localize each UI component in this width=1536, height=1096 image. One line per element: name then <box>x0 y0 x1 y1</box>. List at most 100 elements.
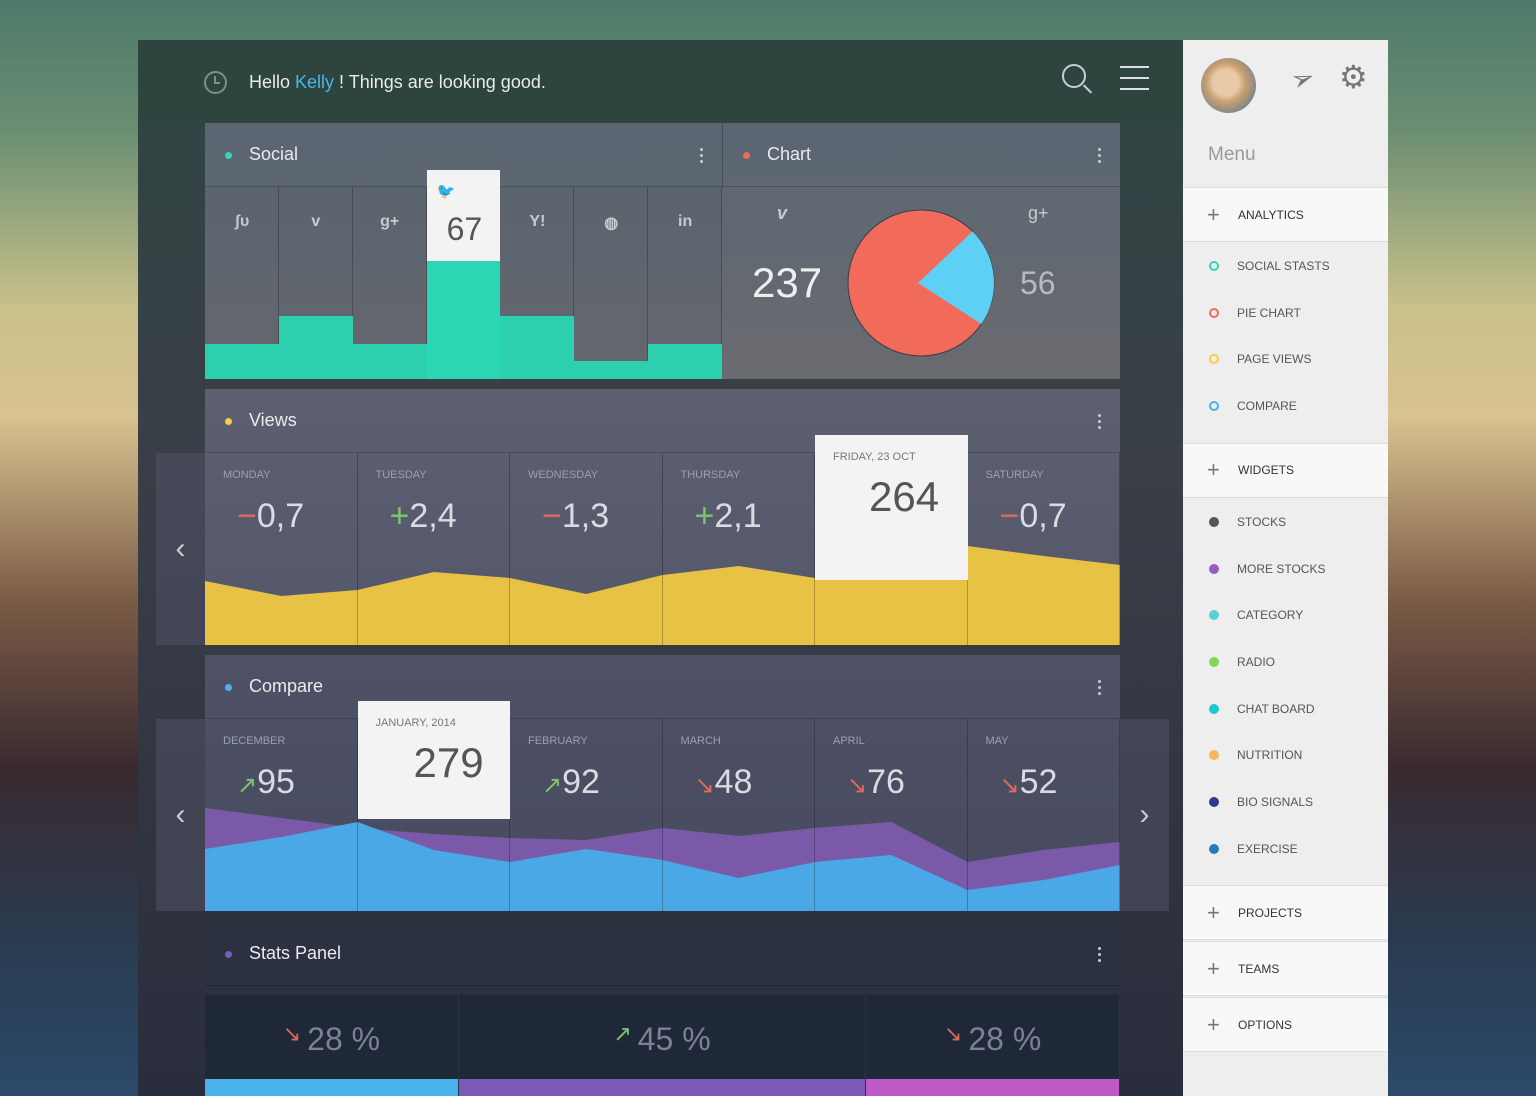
sidebar-item[interactable]: CATEGORY <box>1183 600 1388 630</box>
sidebar-item[interactable]: NUTRITION <box>1183 740 1388 770</box>
day-column[interactable]: MONDAY −0,7 <box>205 453 358 645</box>
sidebar-item[interactable]: BIO SIGNALS <box>1183 787 1388 817</box>
chart-right-value: 56 <box>1020 265 1056 301</box>
item-label: PIE CHART <box>1237 305 1301 320</box>
stat-value: 28 % <box>968 1021 1042 1057</box>
value-text: 52 <box>1019 763 1058 801</box>
day-label: FRIDAY, 23 OCT <box>833 451 916 463</box>
sidebar-section-options[interactable]: + OPTIONS <box>1183 997 1388 1053</box>
item-label: CHAT BOARD <box>1237 701 1315 716</box>
arrow-up-icon: ↗ <box>542 772 563 799</box>
social-column-twitter[interactable]: 🐦 67 <box>426 170 501 379</box>
arrow-down-icon: ↘ <box>694 772 715 799</box>
linkedin-icon: in <box>678 213 693 230</box>
day-label: MONDAY <box>223 469 271 481</box>
day-value: +2,1 <box>695 497 762 536</box>
item-label: PAGE VIEWS <box>1237 352 1312 367</box>
more-options-icon[interactable] <box>1098 411 1102 432</box>
plus-icon: + <box>1207 899 1220 925</box>
views-prev-arrow[interactable]: ‹ <box>156 453 205 645</box>
item-label: BIO SIGNALS <box>1237 795 1314 809</box>
sidebar-section-widgets[interactable]: + WIDGETS <box>1183 442 1388 498</box>
month-label: MAY <box>985 735 1009 747</box>
twitter-icon: 🐦 <box>436 183 456 200</box>
social-column-dribbble[interactable]: ◍ <box>574 187 649 379</box>
day-column[interactable]: TUESDAY +2,4 <box>358 453 510 645</box>
more-options-icon[interactable] <box>1098 677 1102 698</box>
bullet-icon <box>1209 261 1219 271</box>
sidebar-item[interactable]: EXERCISE <box>1183 834 1388 864</box>
value-text: 264 <box>869 473 940 520</box>
month-label: APRIL <box>833 735 865 747</box>
day-column[interactable]: WEDNESDAY −1,3 <box>510 453 663 645</box>
pie-slice-secondary[interactable] <box>918 231 994 324</box>
month-column[interactable]: JANUARY, 2014 279 <box>357 701 510 911</box>
blue-area <box>205 822 1120 911</box>
chart-left-value: 237 <box>752 259 823 306</box>
arrow-down-icon: ↘ <box>943 1021 963 1046</box>
month-column[interactable]: MAY ↘52 <box>968 719 1120 911</box>
sidebar-section-projects[interactable]: + PROJECTS <box>1183 885 1388 941</box>
stats-panel: Stats Panel <box>205 922 1120 986</box>
send-icon[interactable]: ➢ <box>1286 59 1320 98</box>
google-plus-icon: g+ <box>1028 203 1049 223</box>
arrow-up-icon: ↗ <box>237 772 258 799</box>
item-label: MORE STOCKS <box>1237 561 1326 576</box>
panel-title: Views <box>249 410 297 430</box>
day-column[interactable]: SATURDAY −0,7 <box>968 453 1120 645</box>
stats-body: ↘ 28 % ↗ 45 % ↘ 28 % <box>205 995 1120 1096</box>
social-column-yahoo[interactable]: Y! <box>500 187 575 379</box>
panel-title: Compare <box>249 676 324 696</box>
value-text: 0,7 <box>256 497 305 535</box>
section-label: TEAMS <box>1238 961 1280 976</box>
section-label: WIDGETS <box>1238 463 1294 478</box>
sidebar-item[interactable]: CHAT BOARD <box>1183 694 1388 724</box>
month-label: MARCH <box>680 735 721 747</box>
user-name[interactable]: Kelly <box>295 72 335 92</box>
avatar[interactable] <box>1201 58 1256 113</box>
sidebar-item[interactable]: PIE CHART <box>1183 298 1388 328</box>
day-label: THURSDAY <box>680 469 741 481</box>
compare-body: DECEMBER ↗95 JANUARY, 2014 279 FEBRUARY ↗92 MA… <box>205 701 1120 911</box>
sidebar-item[interactable]: STOCKS <box>1183 507 1388 537</box>
change-sign: − <box>542 497 562 535</box>
sidebar-section-analytics[interactable]: + ANALYTICS <box>1183 187 1388 242</box>
social-column-vimeo[interactable]: v <box>278 187 353 379</box>
sidebar-item[interactable]: COMPARE <box>1183 391 1388 421</box>
compare-prev-arrow[interactable]: ‹ <box>156 719 205 911</box>
more-options-icon[interactable] <box>1098 944 1102 965</box>
settings-gear-icon[interactable]: ⚙ <box>1339 59 1368 95</box>
social-column-stumbleupon[interactable]: ʃυ <box>205 187 279 379</box>
item-label: COMPARE <box>1237 399 1297 414</box>
hamburger-menu-icon[interactable] <box>1120 66 1149 90</box>
sidebar-item[interactable]: PAGE VIEWS <box>1183 344 1388 374</box>
month-column[interactable]: MARCH ↘48 <box>663 719 815 911</box>
twitter-count: 67 <box>446 211 483 247</box>
value-text: 2,1 <box>714 497 762 535</box>
more-options-icon[interactable] <box>700 145 704 166</box>
day-column[interactable]: FRIDAY, 23 OCT 264 <box>815 435 968 645</box>
panel-title: Stats Panel <box>249 943 342 963</box>
sidebar-item[interactable]: RADIO <box>1183 647 1388 677</box>
value-text: 279 <box>413 739 484 786</box>
change-sign: − <box>237 497 257 535</box>
compare-next-arrow[interactable]: › <box>1120 719 1169 911</box>
stat-bar <box>866 1079 1119 1096</box>
compare-area-chart <box>205 808 1120 911</box>
sidebar-item[interactable]: MORE STOCKS <box>1183 554 1388 584</box>
social-column-linkedin[interactable]: in <box>648 187 722 379</box>
month-column[interactable]: FEBRUARY ↗92 <box>510 719 663 911</box>
sidebar-item[interactable]: SOCIAL STASTS <box>1183 251 1388 281</box>
day-column[interactable]: THURSDAY +2,1 <box>663 453 815 645</box>
more-options-icon[interactable] <box>1098 145 1102 166</box>
month-column[interactable]: DECEMBER ↗95 <box>205 719 358 911</box>
sidebar-section-teams[interactable]: + TEAMS <box>1183 941 1388 997</box>
item-label: STOCKS <box>1237 514 1287 529</box>
change-sign: + <box>694 497 715 535</box>
arrow-up-icon: ↗ <box>613 1021 632 1046</box>
month-column[interactable]: APRIL ↘76 <box>815 719 968 911</box>
search-icon[interactable] <box>1062 64 1094 96</box>
bar <box>352 343 427 379</box>
bullet-icon <box>1209 563 1219 574</box>
social-column-google-plus[interactable]: g+ <box>352 187 427 379</box>
